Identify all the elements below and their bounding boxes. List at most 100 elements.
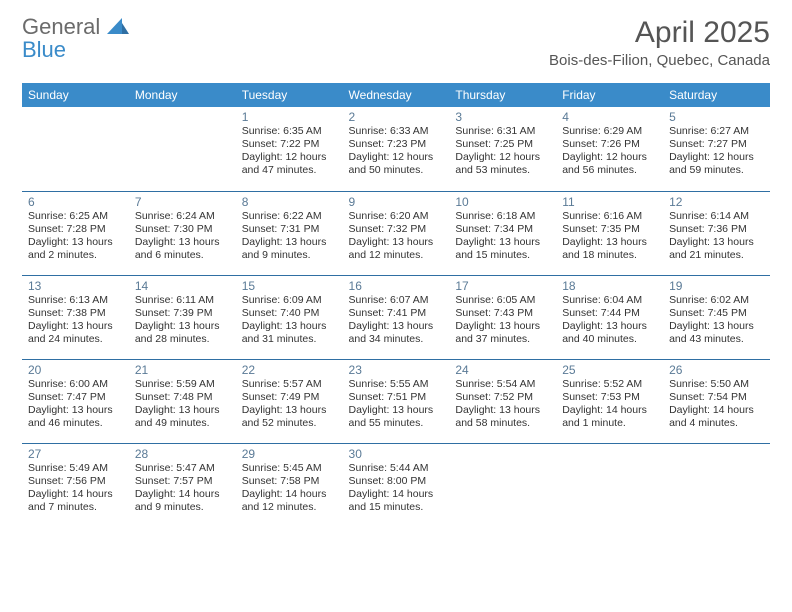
day-number: 8 xyxy=(242,195,337,209)
calendar-day-cell: 17Sunrise: 6:05 AMSunset: 7:43 PMDayligh… xyxy=(449,275,556,359)
daylight-line: Daylight: 13 hours and 43 minutes. xyxy=(669,320,764,346)
sunrise-line: Sunrise: 6:13 AM xyxy=(28,294,123,307)
sunrise-line: Sunrise: 6:24 AM xyxy=(135,210,230,223)
sunset-line: Sunset: 7:23 PM xyxy=(349,138,444,151)
sunset-line: Sunset: 7:30 PM xyxy=(135,223,230,236)
daylight-line: Daylight: 13 hours and 18 minutes. xyxy=(562,236,657,262)
sunrise-line: Sunrise: 5:54 AM xyxy=(455,378,550,391)
calendar-column-header: Sunday xyxy=(22,83,129,107)
calendar-column-header: Saturday xyxy=(663,83,770,107)
sunset-line: Sunset: 7:57 PM xyxy=(135,475,230,488)
sunset-line: Sunset: 7:49 PM xyxy=(242,391,337,404)
sunrise-line: Sunrise: 6:20 AM xyxy=(349,210,444,223)
day-number: 19 xyxy=(669,279,764,293)
daylight-line: Daylight: 12 hours and 56 minutes. xyxy=(562,151,657,177)
logo-text-2: Blue xyxy=(22,37,66,62)
day-number: 23 xyxy=(349,363,444,377)
day-number: 29 xyxy=(242,447,337,461)
sunset-line: Sunset: 7:43 PM xyxy=(455,307,550,320)
calendar-day-cell: 8Sunrise: 6:22 AMSunset: 7:31 PMDaylight… xyxy=(236,191,343,275)
daylight-line: Daylight: 13 hours and 15 minutes. xyxy=(455,236,550,262)
calendar-day-cell: 12Sunrise: 6:14 AMSunset: 7:36 PMDayligh… xyxy=(663,191,770,275)
calendar-week-row: 27Sunrise: 5:49 AMSunset: 7:56 PMDayligh… xyxy=(22,443,770,527)
daylight-line: Daylight: 13 hours and 40 minutes. xyxy=(562,320,657,346)
day-number: 5 xyxy=(669,110,764,124)
sunset-line: Sunset: 8:00 PM xyxy=(349,475,444,488)
daylight-line: Daylight: 13 hours and 58 minutes. xyxy=(455,404,550,430)
daylight-line: Daylight: 13 hours and 55 minutes. xyxy=(349,404,444,430)
sunset-line: Sunset: 7:45 PM xyxy=(669,307,764,320)
calendar-column-header: Tuesday xyxy=(236,83,343,107)
daylight-line: Daylight: 13 hours and 2 minutes. xyxy=(28,236,123,262)
sunset-line: Sunset: 7:36 PM xyxy=(669,223,764,236)
calendar-week-row: 20Sunrise: 6:00 AMSunset: 7:47 PMDayligh… xyxy=(22,359,770,443)
daylight-line: Daylight: 13 hours and 12 minutes. xyxy=(349,236,444,262)
calendar-header-row: SundayMondayTuesdayWednesdayThursdayFrid… xyxy=(22,83,770,107)
calendar-day-cell: 24Sunrise: 5:54 AMSunset: 7:52 PMDayligh… xyxy=(449,359,556,443)
daylight-line: Daylight: 13 hours and 46 minutes. xyxy=(28,404,123,430)
day-number: 21 xyxy=(135,363,230,377)
sunrise-line: Sunrise: 6:09 AM xyxy=(242,294,337,307)
sunset-line: Sunset: 7:40 PM xyxy=(242,307,337,320)
sunrise-line: Sunrise: 6:04 AM xyxy=(562,294,657,307)
daylight-line: Daylight: 14 hours and 1 minute. xyxy=(562,404,657,430)
calendar-day-cell: 1Sunrise: 6:35 AMSunset: 7:22 PMDaylight… xyxy=(236,107,343,191)
sunset-line: Sunset: 7:54 PM xyxy=(669,391,764,404)
daylight-line: Daylight: 13 hours and 37 minutes. xyxy=(455,320,550,346)
logo: General Blue xyxy=(22,16,129,62)
calendar-day-cell: 6Sunrise: 6:25 AMSunset: 7:28 PMDaylight… xyxy=(22,191,129,275)
day-number: 1 xyxy=(242,110,337,124)
calendar-column-header: Monday xyxy=(129,83,236,107)
day-number: 3 xyxy=(455,110,550,124)
calendar-day-cell: 22Sunrise: 5:57 AMSunset: 7:49 PMDayligh… xyxy=(236,359,343,443)
day-number: 25 xyxy=(562,363,657,377)
day-number: 13 xyxy=(28,279,123,293)
calendar-day-cell: 23Sunrise: 5:55 AMSunset: 7:51 PMDayligh… xyxy=(343,359,450,443)
day-number: 26 xyxy=(669,363,764,377)
day-number: 20 xyxy=(28,363,123,377)
sunset-line: Sunset: 7:35 PM xyxy=(562,223,657,236)
sunrise-line: Sunrise: 6:16 AM xyxy=(562,210,657,223)
calendar-day-cell: 29Sunrise: 5:45 AMSunset: 7:58 PMDayligh… xyxy=(236,443,343,527)
day-number: 30 xyxy=(349,447,444,461)
calendar-day-cell: 21Sunrise: 5:59 AMSunset: 7:48 PMDayligh… xyxy=(129,359,236,443)
calendar-column-header: Wednesday xyxy=(343,83,450,107)
daylight-line: Daylight: 12 hours and 53 minutes. xyxy=(455,151,550,177)
sunrise-line: Sunrise: 5:59 AM xyxy=(135,378,230,391)
sunset-line: Sunset: 7:25 PM xyxy=(455,138,550,151)
calendar-empty-cell xyxy=(663,443,770,527)
calendar-day-cell: 14Sunrise: 6:11 AMSunset: 7:39 PMDayligh… xyxy=(129,275,236,359)
calendar-week-row: 6Sunrise: 6:25 AMSunset: 7:28 PMDaylight… xyxy=(22,191,770,275)
daylight-line: Daylight: 13 hours and 28 minutes. xyxy=(135,320,230,346)
sunset-line: Sunset: 7:27 PM xyxy=(669,138,764,151)
calendar-day-cell: 27Sunrise: 5:49 AMSunset: 7:56 PMDayligh… xyxy=(22,443,129,527)
sunset-line: Sunset: 7:41 PM xyxy=(349,307,444,320)
daylight-line: Daylight: 12 hours and 59 minutes. xyxy=(669,151,764,177)
calendar-empty-cell xyxy=(22,107,129,191)
day-number: 10 xyxy=(455,195,550,209)
sunrise-line: Sunrise: 5:52 AM xyxy=(562,378,657,391)
day-number: 11 xyxy=(562,195,657,209)
sunrise-line: Sunrise: 5:44 AM xyxy=(349,462,444,475)
day-number: 7 xyxy=(135,195,230,209)
sunset-line: Sunset: 7:34 PM xyxy=(455,223,550,236)
sunrise-line: Sunrise: 6:35 AM xyxy=(242,125,337,138)
calendar-day-cell: 3Sunrise: 6:31 AMSunset: 7:25 PMDaylight… xyxy=(449,107,556,191)
day-number: 4 xyxy=(562,110,657,124)
sunset-line: Sunset: 7:44 PM xyxy=(562,307,657,320)
daylight-line: Daylight: 14 hours and 7 minutes. xyxy=(28,488,123,514)
daylight-line: Daylight: 14 hours and 4 minutes. xyxy=(669,404,764,430)
calendar-day-cell: 7Sunrise: 6:24 AMSunset: 7:30 PMDaylight… xyxy=(129,191,236,275)
sunrise-line: Sunrise: 5:47 AM xyxy=(135,462,230,475)
calendar-day-cell: 9Sunrise: 6:20 AMSunset: 7:32 PMDaylight… xyxy=(343,191,450,275)
sunrise-line: Sunrise: 5:49 AM xyxy=(28,462,123,475)
day-number: 9 xyxy=(349,195,444,209)
page-header: General Blue April 2025 Bois-des-Filion,… xyxy=(22,16,770,69)
daylight-line: Daylight: 13 hours and 34 minutes. xyxy=(349,320,444,346)
sunrise-line: Sunrise: 6:22 AM xyxy=(242,210,337,223)
sunrise-line: Sunrise: 6:11 AM xyxy=(135,294,230,307)
daylight-line: Daylight: 13 hours and 49 minutes. xyxy=(135,404,230,430)
calendar-day-cell: 19Sunrise: 6:02 AMSunset: 7:45 PMDayligh… xyxy=(663,275,770,359)
sunset-line: Sunset: 7:53 PM xyxy=(562,391,657,404)
sunrise-line: Sunrise: 6:31 AM xyxy=(455,125,550,138)
